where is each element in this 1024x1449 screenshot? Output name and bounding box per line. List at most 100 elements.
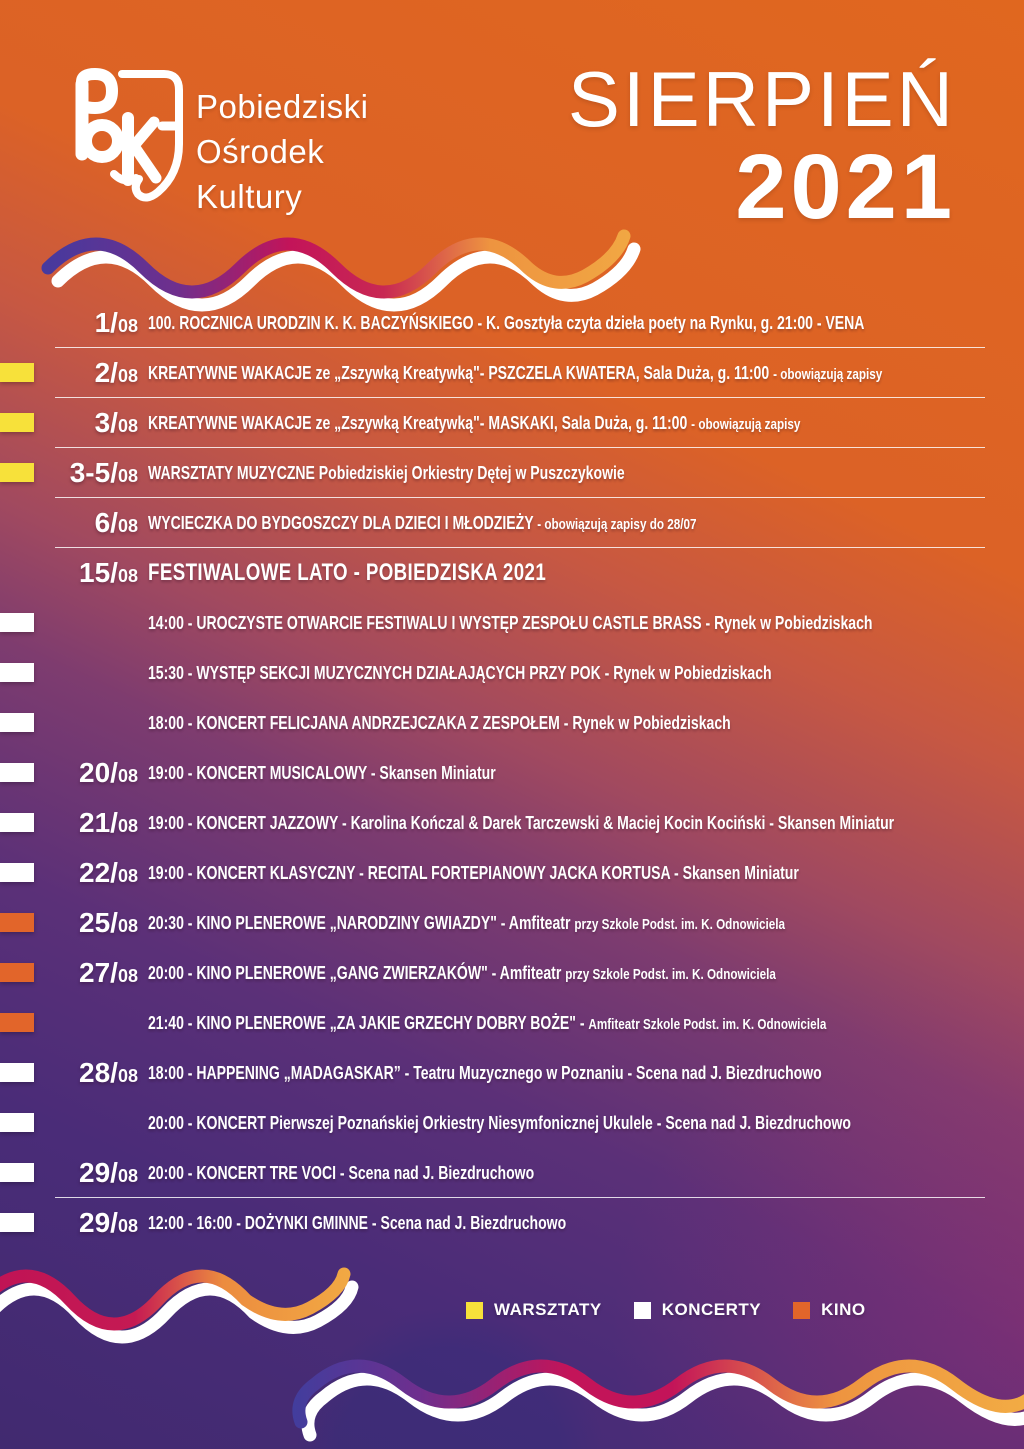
event-text-detail: - obowiązują zapisy do 28/07 — [537, 515, 697, 533]
category-tab-koncerty — [0, 763, 34, 782]
category-tab-kino — [0, 913, 34, 932]
logo-letter-o — [80, 119, 124, 163]
org-name: Pobiedziski Ośrodek Kultury — [196, 84, 368, 219]
legend-swatch-koncerty — [633, 1301, 651, 1319]
event-date-day: 2/ — [94, 357, 118, 388]
event-text: WARSZTATY MUZYCZNE Pobiedziskiej Orkiest… — [148, 463, 625, 484]
row-divider — [55, 546, 985, 548]
category-tab-koncerty — [0, 613, 34, 632]
category-tab-kino — [0, 963, 34, 982]
top-wave-decoration — [41, 229, 641, 312]
event-date: 25/08 — [0, 907, 138, 939]
org-name-line: Pobiedziski — [196, 88, 369, 125]
category-tab-koncerty — [0, 1063, 34, 1082]
event-date-day: 27/ — [79, 957, 118, 988]
event-text-main: KREATYWNE WAKACJE ze „Zszywką Kreatywką"… — [148, 412, 692, 433]
legend-item-warsztaty: WARSZTATY — [466, 1300, 602, 1320]
event-row: 2/08 KREATYWNE WAKACJE ze „Zszywką Kreaty… — [0, 348, 1024, 398]
event-date-month: 08 — [117, 466, 138, 486]
event-row: 21:40 - KINO PLENEROWE „ZA JAKIE GRZECHY… — [0, 998, 1024, 1048]
event-date: 28/08 — [0, 1057, 138, 1089]
category-tab-warsztaty — [0, 363, 34, 382]
event-text-main: KREATYWNE WAKACJE ze „Zszywką Kreatywką"… — [148, 362, 774, 383]
bottom-right-wave-decoration — [292, 1359, 1024, 1442]
event-list: 1/08 100. ROCZNICA URODZIN K. K. BACZYŃSK… — [0, 298, 1024, 1248]
event-text-main: FESTIWALOWE LATO - POBIEDZISKA 2021 — [148, 559, 547, 586]
event-text-detail: przy Szkole Podst. im. K. Odnowiciela — [565, 965, 776, 983]
event-row: 6/08 WYCIECZKA DO BYDGOSZCZY DLA DZIECI I… — [0, 498, 1024, 548]
year-title: 2021 — [735, 136, 956, 239]
event-text: 19:00 - KONCERT KLASYCZNY - RECITAL FORT… — [148, 863, 799, 884]
event-text: 21:40 - KINO PLENEROWE „ZA JAKIE GRZECHY… — [148, 1013, 826, 1034]
logo-letter-p-bowl — [76, 68, 118, 114]
event-text-main: 20:00 - KONCERT TRE VOCI - Scena nad J. … — [148, 1162, 535, 1183]
category-tab-koncerty — [0, 1113, 34, 1132]
category-tab-koncerty — [0, 663, 34, 682]
event-text-main: 21:40 - KINO PLENEROWE „ZA JAKIE GRZECHY… — [148, 1012, 589, 1033]
event-date: 29/08 — [0, 1207, 138, 1239]
event-text-main: 20:00 - KONCERT Pierwszej Poznańskiej Or… — [148, 1112, 852, 1133]
event-date-month: 08 — [117, 916, 138, 936]
event-date: 3/08 — [0, 407, 138, 439]
event-date-day: 3-5/ — [69, 457, 118, 488]
event-text: WYCIECZKA DO BYDGOSZCZY DLA DZIECI I MŁO… — [148, 513, 697, 534]
event-date: 3-5/08 — [0, 457, 138, 489]
event-text-main: 12:00 - 16:00 - DOŻYNKI GMINNE - Scena n… — [148, 1212, 567, 1233]
event-date-day: 15/ — [79, 557, 118, 588]
event-date-month: 08 — [117, 316, 138, 336]
event-row: 27/08 20:00 - KINO PLENEROWE „GANG ZWIERZ… — [0, 948, 1024, 998]
event-text: 20:00 - KONCERT TRE VOCI - Scena nad J. … — [148, 1163, 534, 1184]
event-text-main: 19:00 - KONCERT KLASYCZNY - RECITAL FORT… — [148, 862, 799, 883]
event-date-day: 25/ — [79, 907, 118, 938]
legend-label: WARSZTATY — [494, 1300, 602, 1319]
row-divider — [55, 446, 985, 448]
org-name-line: Kultury — [196, 178, 303, 215]
event-text: 18:00 - KONCERT FELICJANA ANDRZEJCZAKA Z… — [148, 713, 731, 734]
event-row: 3/08 KREATYWNE WAKACJE ze „Zszywką Kreaty… — [0, 398, 1024, 448]
event-date: 21/08 — [0, 807, 138, 839]
event-date-day: 20/ — [79, 757, 118, 788]
event-date-day: 6/ — [94, 507, 118, 538]
event-text: 100. ROCZNICA URODZIN K. K. BACZYŃSKIEGO… — [148, 313, 864, 334]
event-text-detail: - obowiązują zapisy — [773, 365, 883, 383]
mask-outline-icon — [118, 70, 183, 202]
event-date-day: 22/ — [79, 857, 118, 888]
legend-swatch-warsztaty — [466, 1301, 483, 1319]
pok-logo — [75, 68, 183, 202]
event-date: 27/08 — [0, 957, 138, 989]
poster-title: SIERPIEŃ 2021 — [567, 55, 956, 239]
event-date-month: 08 — [117, 1216, 138, 1236]
event-row: 29/08 20:00 - KONCERT TRE VOCI - Scena na… — [0, 1148, 1024, 1198]
legend-item-kino: KINO — [793, 1300, 866, 1320]
event-date: 20/08 — [0, 757, 138, 789]
event-date: 6/08 — [0, 507, 138, 539]
category-tab-warsztaty — [0, 413, 34, 432]
event-row: 15/08 FESTIWALOWE LATO - POBIEDZISKA 2021 — [0, 548, 1024, 598]
event-date-month: 08 — [117, 866, 138, 886]
event-row: 14:00 - UROCZYSTE OTWARCIE FESTIWALU I W… — [0, 598, 1024, 648]
event-date: 29/08 — [0, 1157, 138, 1189]
category-tab-warsztaty — [0, 463, 34, 482]
event-text: KREATYWNE WAKACJE ze „Zszywką Kreatywką"… — [148, 363, 882, 384]
event-row: 18:00 - KONCERT FELICJANA ANDRZEJCZAKA Z… — [0, 698, 1024, 748]
event-text-detail: - obowiązują zapisy — [691, 415, 801, 433]
event-row: 20/08 19:00 - KONCERT MUSICALOWY - Skanse… — [0, 748, 1024, 798]
month-title: SIERPIEŃ — [567, 55, 956, 143]
legend-item-koncerty: KONCERTY — [633, 1300, 761, 1320]
event-date: 2/08 — [0, 357, 138, 389]
event-date-month: 08 — [117, 816, 138, 836]
event-text: 15:30 - WYSTĘP SEKCJI MUZYCZNYCH DZIAŁAJ… — [148, 663, 772, 684]
event-date-day: 21/ — [79, 807, 118, 838]
event-date-month: 08 — [117, 1066, 138, 1086]
event-row: 3-5/08 WARSZTATY MUZYCZNE Pobiedziskiej O… — [0, 448, 1024, 498]
event-date-month: 08 — [117, 516, 138, 536]
event-row: 15:30 - WYSTĘP SEKCJI MUZYCZNYCH DZIAŁAJ… — [0, 648, 1024, 698]
event-text-main: 20:30 - KINO PLENEROWE „NARODZINY GWIAZD… — [148, 912, 575, 933]
event-row: 22/08 19:00 - KONCERT KLASYCZNY - RECITAL… — [0, 848, 1024, 898]
category-tab-koncerty — [0, 713, 34, 732]
event-text-main: 100. ROCZNICA URODZIN K. K. BACZYŃSKIEGO… — [148, 312, 865, 333]
event-row: 25/08 20:30 - KINO PLENEROWE „NARODZINY G… — [0, 898, 1024, 948]
legend-swatch-kino — [793, 1301, 811, 1319]
event-text-main: 18:00 - KONCERT FELICJANA ANDRZEJCZAKA Z… — [148, 712, 731, 733]
event-date: 15/08 — [0, 557, 138, 589]
